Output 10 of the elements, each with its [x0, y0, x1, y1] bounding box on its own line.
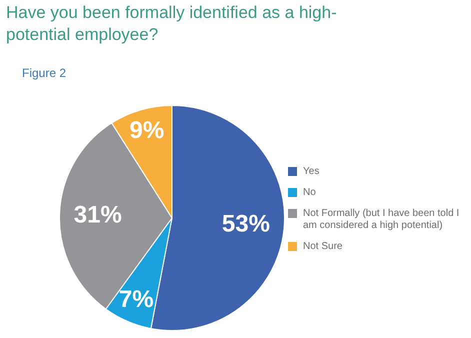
data-label: 31%: [74, 201, 122, 228]
chart-title: Have you been formally identified as a high-potential employee?: [6, 2, 338, 46]
legend-label: Not Sure: [303, 241, 342, 253]
legend-label: Yes: [303, 166, 320, 178]
legend-label: Not Formally (but I have been told I am considered a high potential): [303, 208, 460, 232]
chart-subtitle: Figure 2: [22, 66, 66, 80]
legend-label: No: [303, 187, 316, 199]
data-label: 7%: [118, 286, 154, 314]
data-label: 53%: [222, 210, 270, 238]
data-label: 9%: [130, 117, 164, 144]
